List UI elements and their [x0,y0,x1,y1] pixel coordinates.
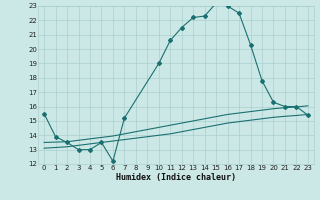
X-axis label: Humidex (Indice chaleur): Humidex (Indice chaleur) [116,173,236,182]
